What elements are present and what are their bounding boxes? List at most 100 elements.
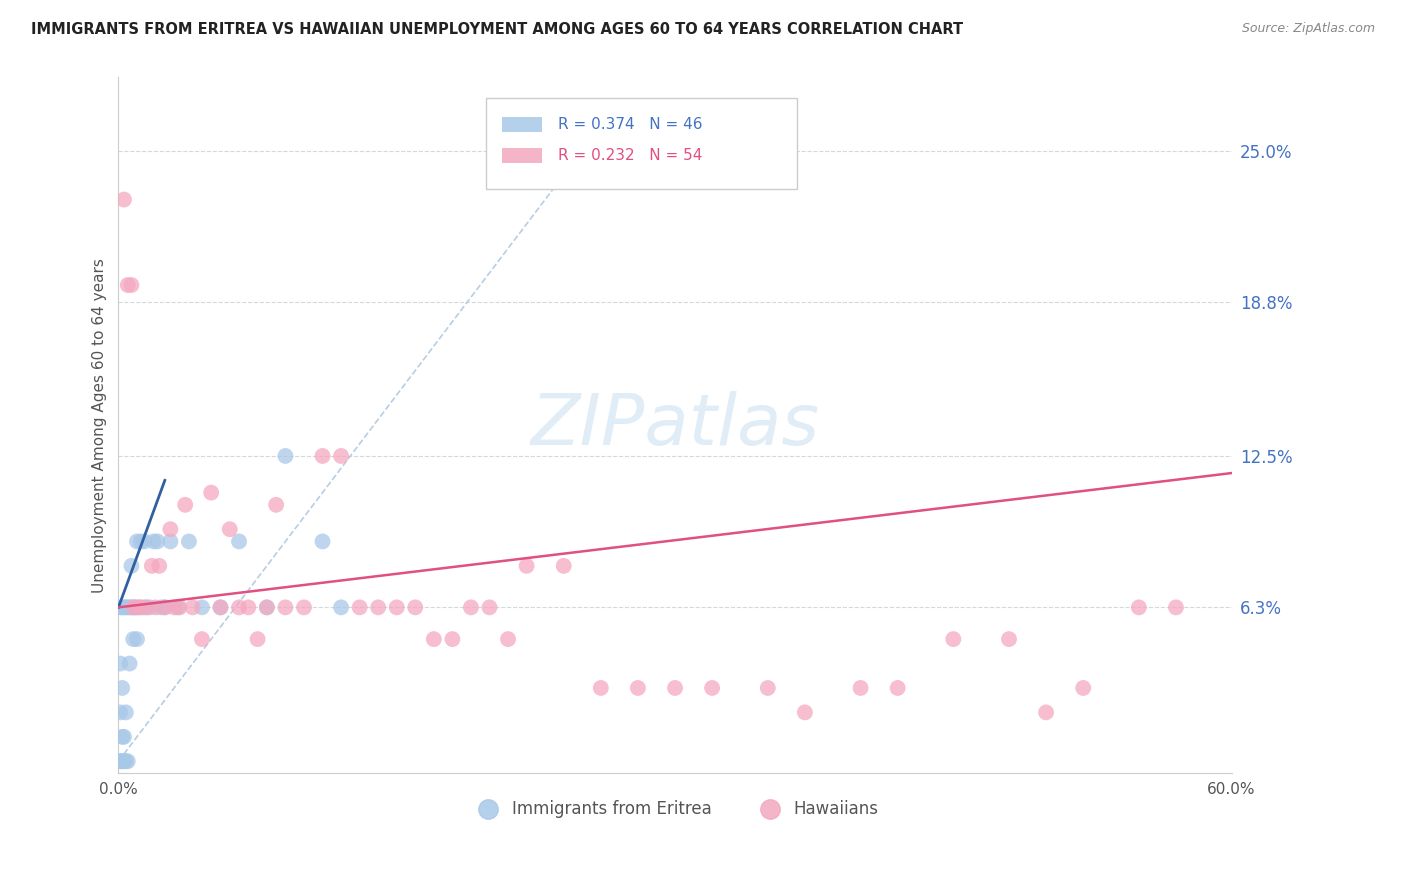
- Text: ZIPatlas: ZIPatlas: [530, 391, 820, 460]
- Point: [115, 706, 138, 720]
- Point: [146, 534, 169, 549]
- Point: [264, 498, 287, 512]
- Point: [125, 600, 148, 615]
- Point: [139, 600, 162, 615]
- Point: [122, 600, 145, 615]
- Point: [163, 600, 186, 615]
- Point: [998, 632, 1021, 646]
- Bar: [502, 117, 541, 132]
- Point: [112, 193, 135, 207]
- Point: [330, 600, 353, 615]
- Text: IMMIGRANTS FROM ERITREA VS HAWAIIAN UNEMPLOYMENT AMONG AGES 60 TO 64 YEARS CORRE: IMMIGRANTS FROM ERITREA VS HAWAIIAN UNEM…: [31, 22, 963, 37]
- Point: [135, 600, 157, 615]
- Point: [209, 600, 232, 615]
- Text: R = 0.374   N = 46: R = 0.374 N = 46: [558, 117, 703, 132]
- Point: [1035, 706, 1057, 720]
- Bar: [502, 148, 541, 163]
- Point: [274, 600, 297, 615]
- Point: [125, 632, 148, 646]
- Point: [110, 600, 132, 615]
- Point: [1128, 600, 1150, 615]
- Point: [942, 632, 965, 646]
- Point: [117, 754, 139, 768]
- FancyBboxPatch shape: [486, 98, 797, 189]
- Point: [228, 600, 250, 615]
- Point: [1071, 681, 1094, 695]
- Point: [112, 730, 135, 744]
- Point: [166, 600, 188, 615]
- Point: [516, 558, 538, 573]
- Point: [478, 600, 501, 615]
- Point: [120, 600, 142, 615]
- Legend: Immigrants from Eritrea, Hawaiians: Immigrants from Eritrea, Hawaiians: [465, 793, 884, 824]
- Point: [181, 600, 204, 615]
- Point: [664, 681, 686, 695]
- Point: [228, 534, 250, 549]
- Point: [441, 632, 464, 646]
- Point: [423, 632, 446, 646]
- Point: [110, 754, 132, 768]
- Point: [134, 534, 156, 549]
- Point: [209, 600, 232, 615]
- Point: [256, 600, 278, 615]
- Point: [589, 681, 612, 695]
- Point: [292, 600, 315, 615]
- Point: [700, 681, 723, 695]
- Point: [110, 657, 132, 671]
- Point: [115, 754, 138, 768]
- Point: [404, 600, 426, 615]
- Point: [218, 522, 240, 536]
- Point: [129, 600, 152, 615]
- Point: [460, 600, 482, 615]
- Point: [141, 558, 163, 573]
- Point: [311, 449, 333, 463]
- Point: [153, 600, 176, 615]
- Point: [153, 600, 176, 615]
- Point: [118, 600, 141, 615]
- Point: [553, 558, 575, 573]
- Point: [246, 632, 269, 646]
- Point: [120, 278, 142, 293]
- Point: [117, 600, 139, 615]
- Point: [129, 534, 152, 549]
- Point: [111, 600, 134, 615]
- Point: [274, 449, 297, 463]
- Point: [122, 600, 145, 615]
- Point: [159, 522, 181, 536]
- Point: [125, 534, 148, 549]
- Point: [115, 600, 138, 615]
- Text: Source: ZipAtlas.com: Source: ZipAtlas.com: [1241, 22, 1375, 36]
- Point: [145, 600, 167, 615]
- Point: [120, 558, 142, 573]
- Point: [385, 600, 408, 615]
- Y-axis label: Unemployment Among Ages 60 to 64 years: Unemployment Among Ages 60 to 64 years: [93, 258, 107, 593]
- Point: [627, 681, 650, 695]
- Point: [793, 706, 815, 720]
- Point: [135, 600, 157, 615]
- Point: [191, 632, 214, 646]
- Point: [200, 485, 222, 500]
- Point: [349, 600, 371, 615]
- Point: [128, 600, 150, 615]
- Point: [756, 681, 779, 695]
- Point: [148, 558, 170, 573]
- Point: [177, 534, 200, 549]
- Point: [311, 534, 333, 549]
- Point: [110, 754, 132, 768]
- Point: [118, 657, 141, 671]
- Point: [367, 600, 389, 615]
- Point: [117, 278, 139, 293]
- Point: [112, 754, 135, 768]
- Point: [131, 600, 153, 615]
- Point: [142, 534, 165, 549]
- Point: [112, 600, 135, 615]
- Point: [111, 681, 134, 695]
- Point: [238, 600, 260, 615]
- Point: [1164, 600, 1187, 615]
- Point: [496, 632, 519, 646]
- Point: [174, 498, 197, 512]
- Point: [111, 754, 134, 768]
- Point: [191, 600, 214, 615]
- Point: [159, 534, 181, 549]
- Text: R = 0.232   N = 54: R = 0.232 N = 54: [558, 148, 703, 163]
